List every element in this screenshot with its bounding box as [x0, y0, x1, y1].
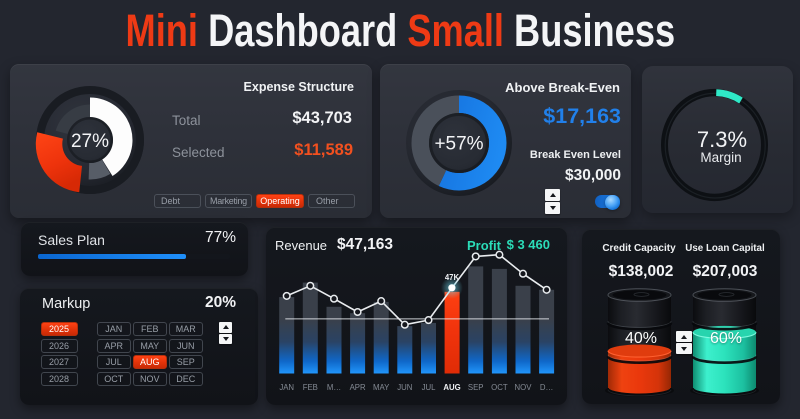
svg-text:47K: 47K [445, 273, 460, 282]
svg-text:APR: APR [350, 383, 366, 392]
svg-text:JUN: JUN [397, 383, 412, 392]
svg-text:27%: 27% [71, 131, 109, 152]
svg-text:NOV: NOV [515, 383, 533, 392]
svg-text:AUG: AUG [443, 383, 460, 392]
svg-text:SEP: SEP [468, 383, 484, 392]
svg-text:MAY: MAY [373, 383, 390, 392]
svg-text:+57%: +57% [434, 134, 483, 155]
svg-text:M…: M… [327, 383, 341, 392]
svg-text:OCT: OCT [491, 383, 508, 392]
svg-text:JUL: JUL [422, 383, 437, 392]
svg-text:D…: D… [540, 383, 553, 392]
svg-text:JAN: JAN [279, 383, 294, 392]
svg-text:FEB: FEB [303, 383, 318, 392]
